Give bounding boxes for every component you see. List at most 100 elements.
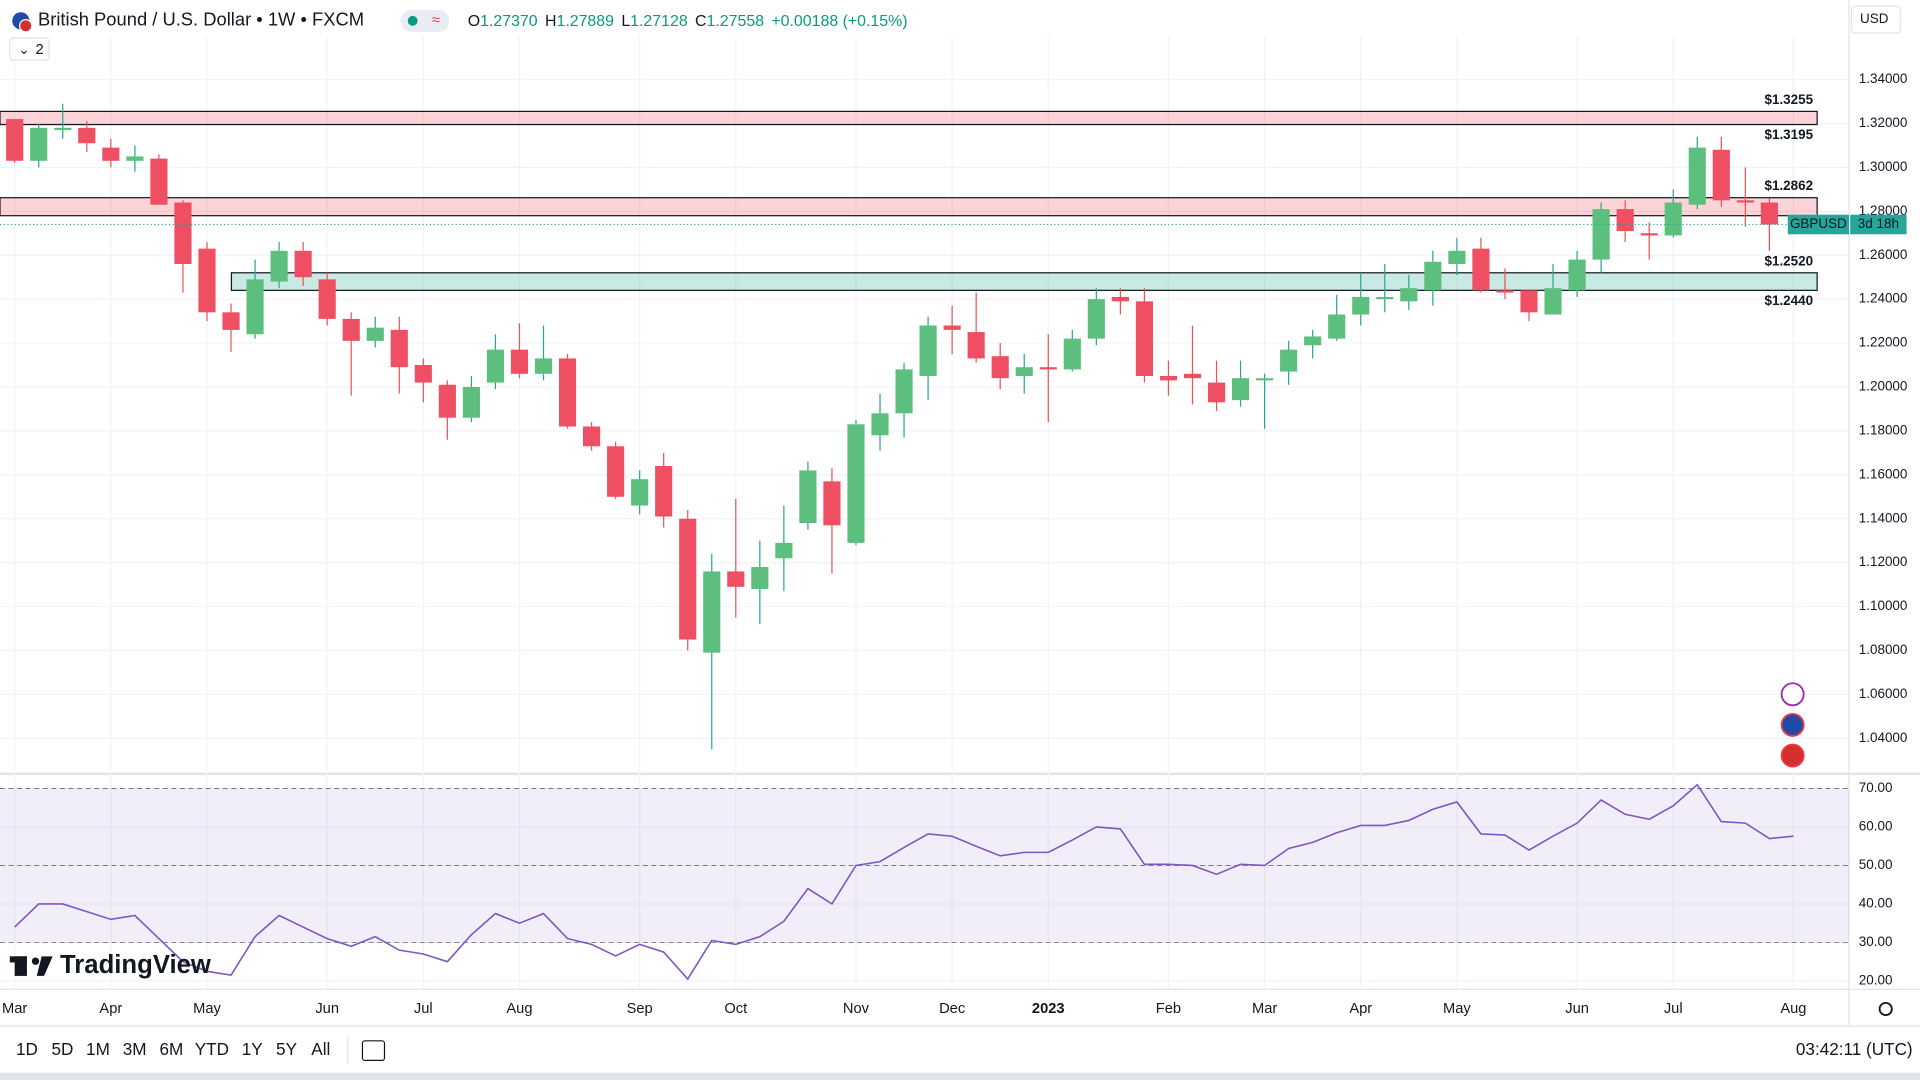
currency: USD: [1860, 11, 1889, 26]
candle-body: [1111, 296, 1129, 302]
candle-body: [823, 481, 841, 526]
candle-body: [679, 518, 697, 640]
candle-body: [30, 127, 48, 161]
x-tick-label: Oct: [724, 1001, 747, 1017]
range-button[interactable]: All: [311, 1039, 330, 1059]
sr-zone: [0, 110, 1818, 126]
candle-body: [1616, 209, 1634, 232]
candle-body: [558, 358, 577, 427]
y-tick-label: 1.18000: [1859, 422, 1908, 437]
gb-event-icon[interactable]: [1780, 712, 1805, 737]
candle-body: [78, 127, 96, 144]
candle-body: [174, 202, 192, 265]
candle-body: [799, 470, 817, 524]
candle-body: [751, 567, 769, 589]
x-tick-label: Mar: [1252, 1001, 1277, 1017]
countdown-label: 3d 18h: [1858, 216, 1899, 231]
candle-body: [1087, 299, 1105, 339]
candle-body: [534, 358, 553, 374]
chevron: ⌄: [18, 42, 29, 57]
rsi-tick-label: 60.00: [1859, 819, 1893, 834]
y-tick-label: 1.28000: [1859, 203, 1908, 218]
candle-body: [126, 156, 144, 161]
range-button[interactable]: 1D: [16, 1039, 38, 1059]
range-button[interactable]: 1Y: [242, 1039, 264, 1059]
range-button[interactable]: 3M: [123, 1039, 147, 1059]
candle-body: [1592, 209, 1610, 260]
indicator-count: 2: [36, 42, 44, 58]
candle-body: [1568, 259, 1586, 291]
x-tick-label: Jul: [414, 1001, 433, 1017]
range-button[interactable]: 6M: [160, 1039, 184, 1059]
zone-label: $1.2862: [1764, 178, 1813, 193]
grid: [0, 36, 1849, 990]
zones: $1.3255 $1.3195 $1.2862 $1.2520 $1.2440: [0, 92, 1818, 308]
x-tick-label: Feb: [1156, 1001, 1181, 1017]
ohlc-key: O: [468, 13, 480, 30]
candle-body: [1135, 301, 1153, 376]
brand-name: TradingView: [60, 951, 212, 979]
settings-icon[interactable]: [1878, 1001, 1893, 1017]
ohlc-values: O1.27370 H1.27889 L1.27128 C1.27558 +0.00188…: [468, 13, 908, 30]
brand: TradingView: [9, 951, 212, 979]
event-icon[interactable]: [1780, 682, 1805, 707]
countdown-badge: [1850, 214, 1907, 235]
candle-body: [583, 426, 601, 447]
candle-body: [462, 386, 480, 418]
y-tick-label: 1.04000: [1859, 730, 1908, 745]
candle-body: [1015, 367, 1033, 376]
currency-button[interactable]: [1850, 5, 1902, 34]
candle-body: [438, 384, 456, 418]
x-tick-label: 2023: [1032, 1001, 1065, 1017]
candle-body: [1424, 261, 1442, 291]
range-button[interactable]: 1M: [86, 1039, 110, 1059]
y-tick-label: 1.32000: [1859, 115, 1908, 130]
candle-body: [991, 356, 1009, 379]
range-button[interactable]: YTD: [195, 1039, 229, 1059]
candle-body: [222, 312, 240, 330]
candle-body: [150, 158, 168, 205]
y-tick-label: 1.16000: [1859, 466, 1908, 481]
candle-body: [318, 279, 336, 319]
candle-body: [342, 318, 360, 341]
indicator-toggle[interactable]: [9, 37, 50, 61]
x-tick-label: May: [193, 1001, 221, 1017]
candle-body: [246, 279, 264, 335]
candle-body: [1183, 373, 1202, 379]
calendar-icon[interactable]: [361, 1040, 386, 1062]
candle-body: [1664, 202, 1682, 236]
candle-body: [1039, 367, 1057, 370]
candle-body: [1352, 296, 1370, 315]
clock: 03:42:11 (UTC): [1796, 1039, 1913, 1059]
y-tick-label: 1.10000: [1859, 598, 1908, 613]
candle-body: [1472, 248, 1490, 291]
candle-body: [366, 327, 384, 341]
axes: Mar Apr May Jun Jul Aug Sep Oct Nov Dec 2023 Feb Mar…: [2, 71, 1907, 1017]
candle-body: [510, 349, 529, 374]
candle-body: [1328, 314, 1346, 339]
candle-body: [1159, 375, 1178, 381]
candle-body: [847, 424, 865, 543]
candle-body: [6, 119, 24, 161]
candle-body: [1640, 233, 1658, 236]
candle-body: [102, 147, 120, 161]
candle-body: [703, 571, 721, 653]
candle-body: [390, 329, 408, 368]
candle-body: [895, 369, 913, 414]
y-tick-label: 1.34000: [1859, 71, 1908, 86]
candle-body: [919, 325, 937, 376]
rsi-tick-label: 40.00: [1859, 896, 1893, 911]
x-tick-label: Apr: [1349, 1001, 1372, 1017]
symbol-badge: [1787, 214, 1849, 235]
ohlc-key: L: [621, 13, 630, 30]
candle-body: [414, 365, 432, 383]
us-event-icon[interactable]: [1780, 743, 1805, 768]
candle-body: [871, 413, 889, 436]
price-change: +0.00188 (+0.15%): [771, 13, 907, 30]
flag-icon: [18, 18, 33, 33]
range-button[interactable]: 5Y: [276, 1039, 298, 1059]
x-tick-label: Jun: [1565, 1001, 1589, 1017]
candle-body: [198, 248, 216, 313]
range-button[interactable]: 5D: [51, 1039, 73, 1059]
